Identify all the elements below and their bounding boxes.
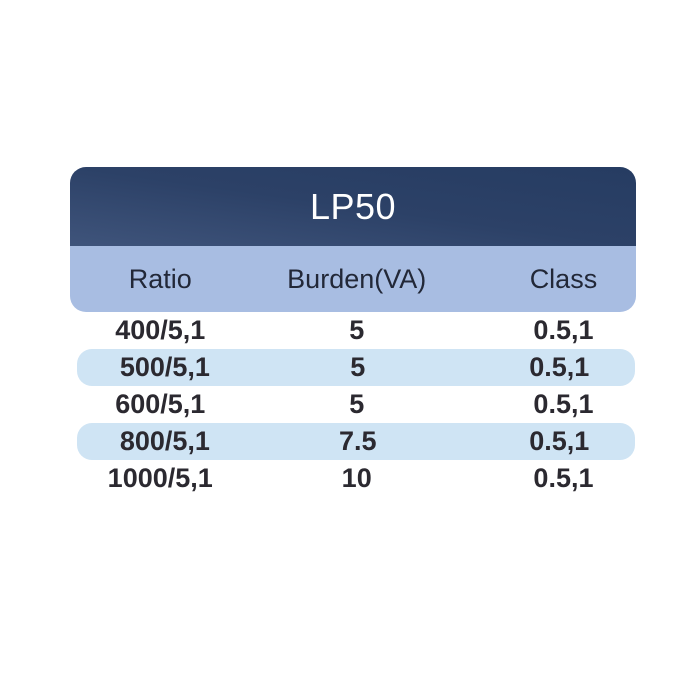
spec-table-card: LP50 Ratio Burden(VA) Class 400/5,1 5 0.… [70,167,636,497]
column-header-class: Class [529,263,598,294]
table-row: 1000/5,1 10 0.5,1 [70,460,636,497]
cell-burden: 5 [349,315,365,345]
cell-ratio: 400/5,1 [115,315,206,345]
table-title: LP50 [309,185,397,227]
cell-ratio: 500/5,1 [119,352,210,382]
table-row: 800/5,1 7.5 0.5,1 [77,423,635,460]
cell-class: 0.5,1 [529,352,590,382]
cell-burden: 5 [349,389,365,419]
cell-burden: 5 [350,352,366,382]
table-title-band: LP50 [70,167,636,246]
cell-class: 0.5,1 [533,463,594,493]
cell-class: 0.5,1 [533,389,594,419]
cell-ratio: 800/5,1 [119,426,210,456]
table-row: 400/5,1 5 0.5,1 [70,312,636,349]
cell-burden: 7.5 [338,426,377,456]
cell-class: 0.5,1 [533,315,594,345]
table-row: 500/5,1 5 0.5,1 [77,349,635,386]
cell-ratio: 600/5,1 [115,389,206,419]
column-header-row: Ratio Burden(VA) Class [70,246,636,312]
column-header-ratio: Ratio [128,263,192,294]
table-row: 600/5,1 5 0.5,1 [70,386,636,423]
cell-ratio: 1000/5,1 [107,463,213,493]
table-body: 400/5,1 5 0.5,1 500/5,1 5 0.5,1 600/5,1 … [70,312,636,497]
cell-burden: 10 [341,463,372,493]
column-header-burden: Burden(VA) [287,263,427,294]
cell-class: 0.5,1 [529,426,590,456]
